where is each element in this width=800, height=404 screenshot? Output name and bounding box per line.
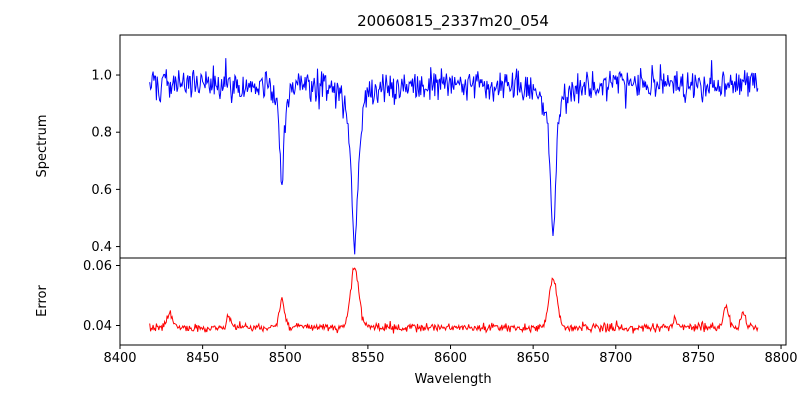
x-tick-label: 8750: [682, 351, 715, 366]
x-tick-label: 8400: [103, 351, 136, 366]
x-tick-label: 8500: [269, 351, 302, 366]
y-tick-label: 0.6: [91, 183, 112, 198]
plot-title: 20060815_2337m20_054: [357, 12, 549, 31]
y-tick-label: 1.0: [91, 69, 112, 84]
y-tick-label: 0.06: [83, 259, 112, 274]
x-tick-label: 8650: [517, 351, 550, 366]
y-tick-label: 0.04: [83, 319, 112, 334]
error-panel-frame: [119, 257, 787, 346]
y-tick-label: 0.4: [91, 240, 112, 255]
x-tick-label: 8600: [434, 351, 467, 366]
x-tick-label: 8450: [186, 351, 219, 366]
x-tick-label: 8550: [351, 351, 384, 366]
error-line: [149, 267, 759, 334]
y-axis-label-spectrum: Spectrum: [35, 115, 50, 178]
y-axis-label-error: Error: [35, 285, 50, 317]
spectrum-panel-frame: [119, 34, 787, 259]
plot-content: 0.4 0.6 0.8 1.0 0.04 0.06 8400 8450 8500 8550 8600…: [83, 34, 798, 366]
x-axis-label: Wavelength: [414, 372, 491, 387]
spectrum-line: [149, 58, 759, 255]
y-tick-label: 0.8: [91, 126, 112, 141]
x-tick-label: 8800: [764, 351, 797, 366]
x-tick-label: 8700: [599, 351, 632, 366]
